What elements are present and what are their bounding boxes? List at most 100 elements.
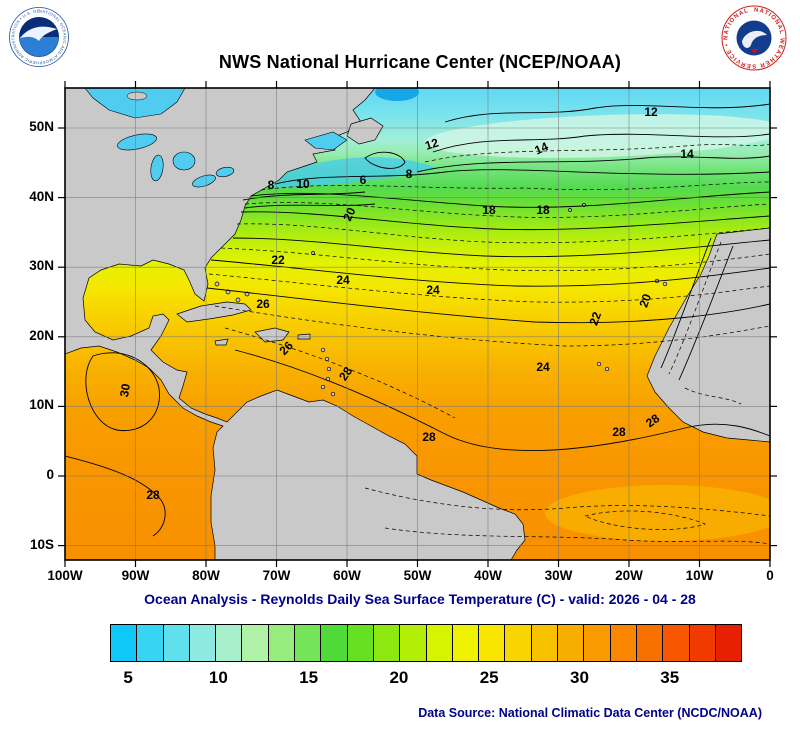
colorbar-tick-label: 15	[299, 668, 319, 687]
isotherm-label: 26	[256, 297, 270, 311]
lon-tick-label: 20W	[615, 568, 643, 583]
americas-landmass	[65, 88, 526, 560]
colorbar-cell	[689, 625, 716, 661]
colorbar-cell	[400, 625, 427, 661]
isotherm-label: 12	[644, 105, 658, 119]
inland-waters	[84, 88, 348, 188]
isotherm-label: 20	[340, 205, 358, 223]
lake-michigan	[150, 154, 164, 182]
isotherm-label: 28	[612, 425, 626, 439]
colorbar-cell	[295, 625, 322, 661]
lake-ontario	[215, 166, 235, 178]
colorbar-cell	[479, 625, 506, 661]
nws-logo: NATIONAL WEATHER SERVICE • NATIONAL WEAT…	[717, 0, 788, 77]
isotherm-label: 24	[426, 283, 440, 297]
colorbar-tick-label: 5	[123, 668, 133, 687]
lake-huron	[172, 151, 196, 171]
lat-tick-label: 10S	[29, 536, 54, 552]
isotherm-label: 18	[536, 203, 550, 217]
lon-tick-label: 40W	[474, 568, 502, 583]
isotherm-label: 14	[680, 147, 694, 161]
colorbar-cell	[452, 625, 480, 661]
isotherm-label: 28	[422, 430, 436, 444]
noaa-logo: NATIONAL OCEANIC AND ATMOSPHERIC ADMINIS…	[6, 2, 70, 73]
colorbar-tick-label: 10	[208, 668, 228, 687]
isotherm-label: 24	[536, 360, 550, 374]
hispaniola-island	[254, 327, 290, 343]
isotherm-label: 8	[406, 167, 413, 181]
gulf-of-st-lawrence	[304, 131, 348, 151]
isotherm-label: 14	[532, 139, 550, 157]
colorbar-cell	[111, 625, 138, 661]
isotherm-label: 12	[423, 135, 440, 153]
lon-tick-label: 30W	[544, 568, 573, 583]
isotherm-label: 24	[336, 273, 350, 287]
colorbar-cell	[268, 625, 296, 661]
hudson-bay-island	[126, 91, 148, 101]
lon-tick-label: 100W	[47, 568, 83, 583]
lon-tick-label: 60W	[333, 568, 361, 583]
data-source-note: Data Source: National Climatic Data Cent…	[418, 706, 762, 720]
lon-tick-label: 0	[766, 568, 774, 583]
isotherm-label: 8	[268, 178, 275, 192]
map-subtitle: Ocean Analysis - Reynolds Daily Sea Surf…	[144, 591, 696, 607]
colorbar-cell	[663, 625, 690, 661]
colorbar-cell	[610, 625, 637, 661]
colorbar-cell	[426, 625, 453, 661]
colorbar-cell	[531, 625, 559, 661]
colorbar-cell	[137, 625, 164, 661]
noaa-logo-graphic: NATIONAL OCEANIC AND ATMOSPHERIC ADMINIS…	[6, 2, 69, 67]
colorbar-cell	[636, 625, 664, 661]
small-islands	[214, 203, 668, 397]
temperature-colorbar	[110, 624, 742, 662]
labrador-cold-tongue	[261, 157, 437, 188]
africa-landmass	[646, 227, 770, 443]
colorbar-tick-label: 25	[479, 668, 499, 687]
lat-tick-label: 50N	[29, 119, 54, 134]
colorbar-tick-label: 30	[570, 668, 589, 687]
page-title: NWS National Hurricane Center (NCEP/NOAA…	[218, 52, 622, 72]
jamaica-island	[214, 338, 229, 346]
isotherm-label: 18	[482, 203, 496, 217]
land-masses	[65, 88, 770, 560]
noaa-gull-icon	[20, 26, 57, 41]
colorbar-cell	[373, 625, 401, 661]
isotherm-label: 30	[117, 382, 133, 398]
map-frame	[58, 81, 777, 567]
lat-tick-label: 10N	[29, 397, 54, 413]
isotherm-label: 22	[586, 310, 604, 328]
cuba-island	[176, 301, 252, 323]
equatorial-cool-patch	[545, 485, 770, 541]
lon-tick-label: 70W	[262, 568, 291, 583]
colorbar-labels: 5 10 15 20 25 30 35	[110, 668, 742, 690]
lake-erie	[192, 174, 216, 188]
colorbar-cell	[242, 625, 269, 661]
isotherm-label: 22	[271, 253, 285, 267]
isotherm-contours-solid	[65, 103, 770, 537]
lon-tick-label: 90W	[121, 568, 150, 583]
isotherm-label: 10	[296, 177, 310, 191]
graticule	[65, 88, 770, 560]
colorbar-cell	[715, 625, 742, 661]
cool-pale-band	[425, 114, 770, 158]
isotherm-label: 28	[146, 488, 160, 502]
colorbar-tick-label: 35	[660, 668, 680, 687]
lat-tick-label: 30N	[29, 258, 54, 274]
sst-map: 12 12 14 14 8 10 6 8 20 18 18 22 24 24 20 26 22 26 28 30 24 2…	[55, 78, 780, 570]
nws-triangle-icon	[751, 49, 758, 54]
colorbar-cell	[163, 625, 190, 661]
hudson-bay	[84, 88, 186, 119]
isotherm-label: 20	[636, 292, 654, 310]
colorbar-cell	[558, 625, 585, 661]
nws-logo-graphic: NATIONAL WEATHER SERVICE • NATIONAL WEAT…	[717, 0, 787, 71]
lat-tick-label: 40N	[29, 188, 54, 204]
lat-tick-label: 20N	[29, 327, 54, 343]
colorbar-cell	[189, 625, 217, 661]
colorbar-cell	[584, 625, 611, 661]
lat-tick-label: 0	[46, 467, 54, 482]
colorbar-cell	[321, 625, 348, 661]
colorbar-tick-label: 20	[389, 668, 409, 687]
